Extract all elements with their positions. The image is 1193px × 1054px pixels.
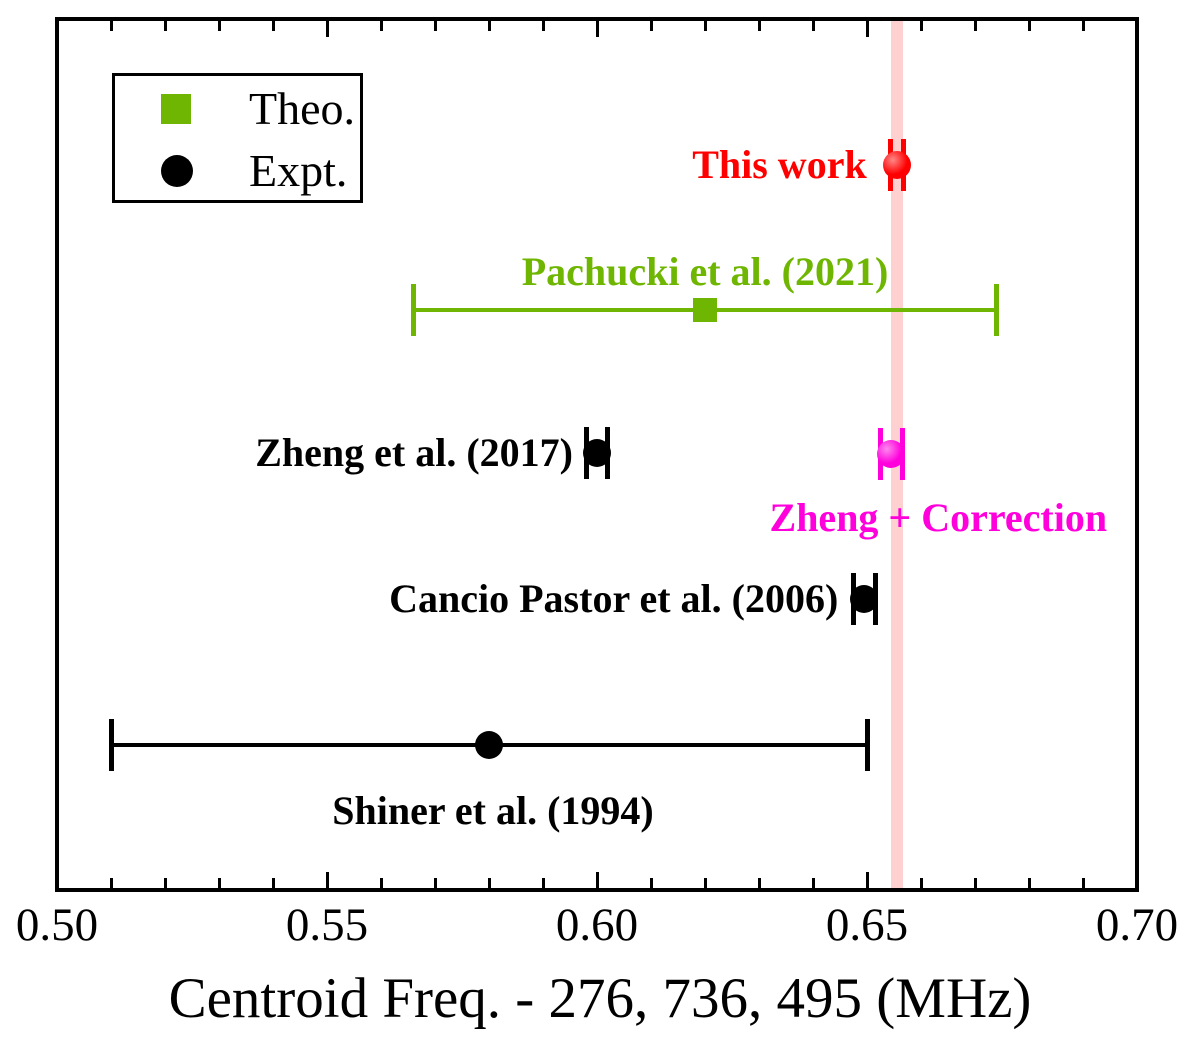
x-axis-tick-bottom [487,878,491,888]
legend-expt-circle-marker [161,155,193,187]
x-axis-tick-bottom [811,878,815,888]
x-axis-tick-top [973,21,977,31]
x-axis-tick-top [433,21,437,31]
legend-entry-expt: Expt. [115,140,360,202]
x-axis-tick-top [649,21,653,31]
x-axis-tick-bottom [865,872,869,888]
zheng-2017-label: Zheng et al. (2017) [255,430,573,475]
x-axis-tick-top [541,21,545,31]
x-axis-tick-top [919,21,923,31]
plot-area [55,17,1139,892]
x-axis-tick-bottom [109,878,113,888]
x-axis-tick-bottom [1027,878,1031,888]
x-axis-tick-bottom [541,878,545,888]
x-axis-tick-top [163,21,167,31]
x-axis-tick-top [757,21,761,31]
x-axis-tick-top [811,21,815,31]
zheng-2017-marker [583,439,611,467]
x-axis-tick-bottom [433,878,437,888]
x-axis-tick-bottom [217,878,221,888]
x-axis-tick-label: 0.60 [555,899,639,951]
pachucki-2021-error-cap-right [994,284,1000,336]
pachucki-2021-error-cap-left [410,284,416,336]
pachucki-2021-label: Pachucki et al. (2021) [521,249,889,294]
x-axis-tick-bottom [649,878,653,888]
x-axis-tick-top [1081,21,1085,31]
x-axis-tick-bottom [1081,878,1085,888]
legend: Theo. Expt. [112,73,363,203]
cancio-pastor-2006-label: Cancio Pastor et al. (2006) [389,576,839,621]
x-axis-tick-bottom [595,872,599,888]
x-axis-tick-top [325,21,329,37]
x-axis-tick-top [865,21,869,37]
x-axis-tick-bottom [919,878,923,888]
x-axis-title: Centroid Freq. - 276, 736, 495 (MHz) [168,967,1032,1030]
this-work-label: This work [692,142,867,187]
zheng-correction-label: Zheng + Correction [769,495,1108,540]
shiner-1994-label: Shiner et al. (1994) [332,788,654,833]
x-axis-tick-top [55,21,59,37]
x-axis-tick-bottom [55,872,59,888]
x-axis-tick-label: 0.65 [825,899,909,951]
shiner-1994-error-cap-left [108,719,114,771]
pachucki-2021-marker [693,298,717,322]
x-axis-tick-top [217,21,221,31]
legend-entry-theo: Theo. [115,78,360,140]
zheng-correction-marker [877,440,906,468]
cancio-pastor-2006-marker [850,585,879,613]
x-axis-tick-top [109,21,113,31]
x-axis-tick-top [703,21,707,31]
x-axis-tick-top [271,21,275,31]
x-axis-tick-top [1027,21,1031,31]
legend-expt-label: Expt. [249,145,348,196]
shiner-1994-marker [475,731,503,759]
legend-theo-square-marker [161,94,191,124]
x-axis-tick-label: 0.70 [1095,899,1179,951]
x-axis-tick-bottom [163,878,167,888]
this-work-marker [882,151,911,179]
legend-theo-label: Theo. [249,83,356,134]
x-axis-tick-bottom [325,872,329,888]
x-axis-tick-bottom [757,878,761,888]
x-axis-tick-top [1135,21,1139,37]
x-axis-tick-bottom [379,878,383,888]
x-axis-tick-bottom [703,878,707,888]
x-axis-tick-label: 0.50 [15,899,99,951]
x-axis-tick-top [487,21,491,31]
shiner-1994-error-cap-right [864,719,870,771]
x-axis-tick-top [595,21,599,37]
x-axis-tick-top [379,21,383,31]
x-axis-tick-bottom [1135,872,1139,888]
x-axis-tick-label: 0.55 [285,899,369,951]
x-axis-tick-bottom [271,878,275,888]
x-axis-tick-bottom [973,878,977,888]
